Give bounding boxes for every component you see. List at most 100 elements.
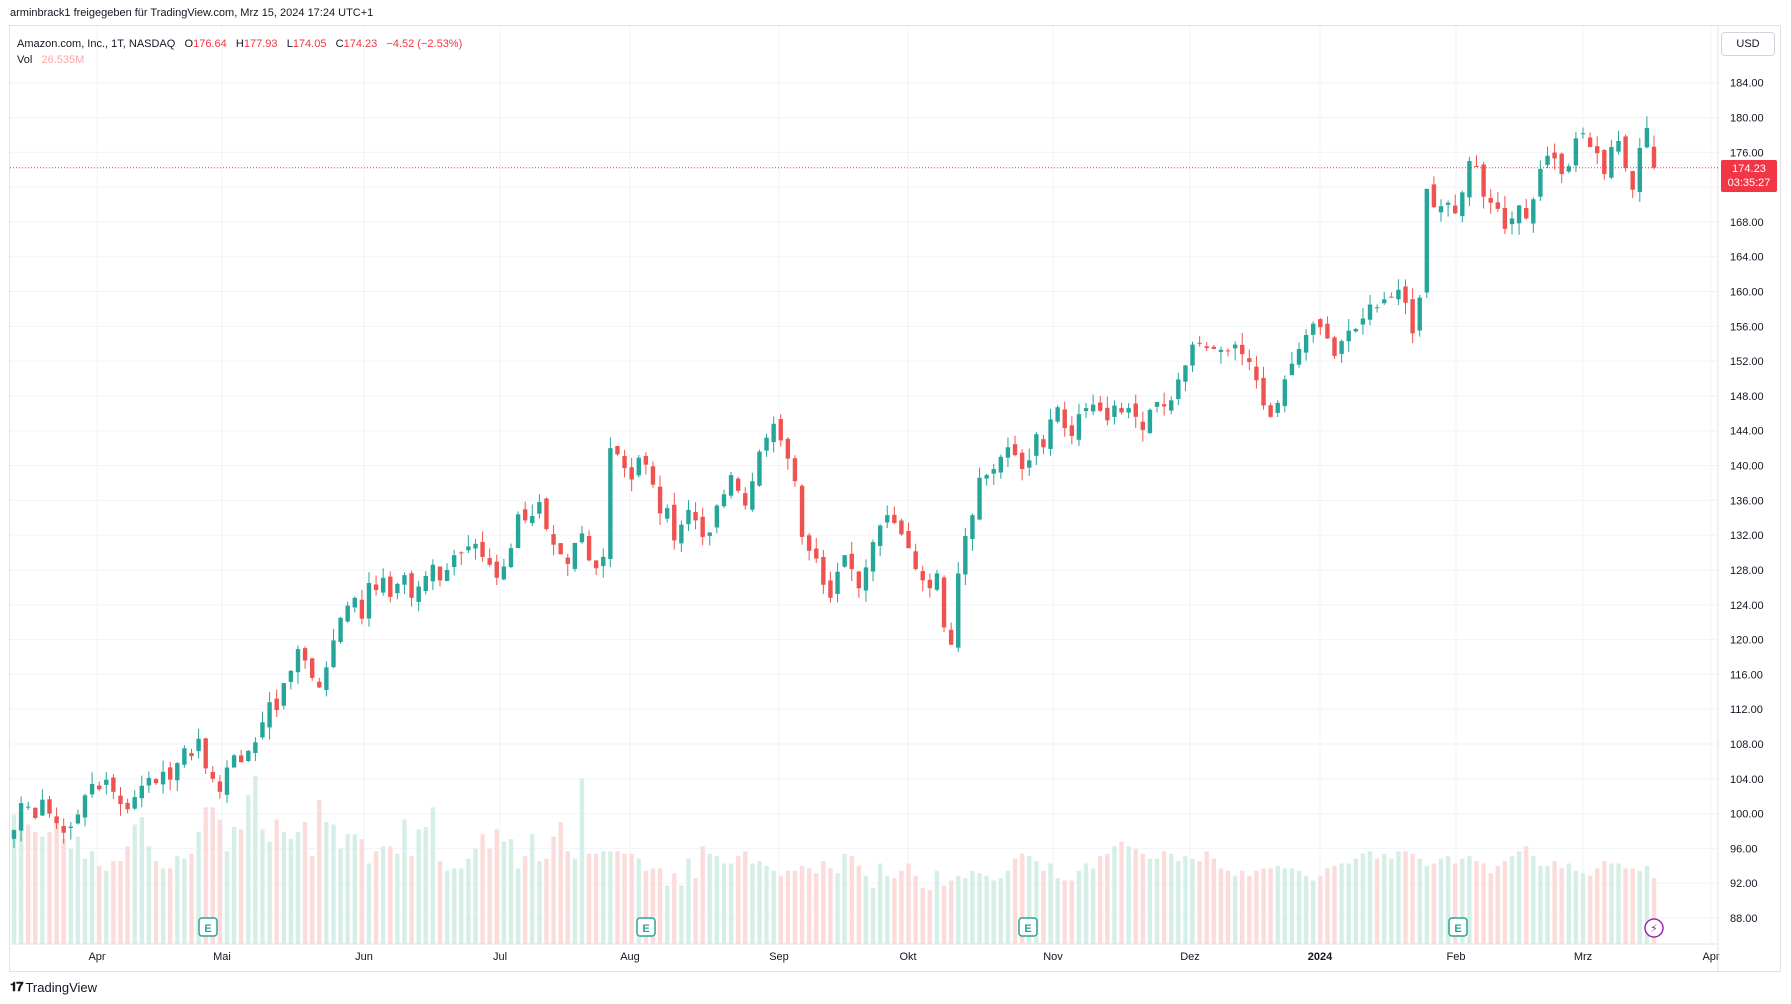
candle-body	[281, 683, 286, 706]
candle-body	[586, 535, 592, 561]
volume-bar	[828, 868, 833, 944]
candle-body	[1190, 344, 1195, 366]
x-tick-label: Apr	[1702, 951, 1719, 963]
x-tick-label: Nov	[1043, 951, 1063, 963]
candle-body	[380, 577, 386, 593]
candle-body	[828, 580, 833, 598]
candle-body	[1019, 452, 1025, 470]
candle-body	[537, 502, 542, 514]
candle-body	[1552, 152, 1557, 159]
volume-bar	[1232, 875, 1238, 944]
candle-body	[714, 505, 720, 528]
volume-bar	[1268, 868, 1273, 944]
volume-bar	[1311, 880, 1316, 944]
candle-body	[1559, 153, 1564, 175]
candle-body	[1140, 421, 1146, 430]
tradingview-logo[interactable]: 𝟏𝟕 TradingView	[10, 979, 97, 995]
volume-bar	[118, 861, 123, 944]
candle-body	[1374, 307, 1380, 309]
candle-body	[672, 504, 677, 541]
volume-bar	[579, 778, 585, 944]
volume-bar	[778, 875, 783, 944]
volume-bar	[948, 880, 954, 944]
candle-body	[956, 573, 961, 648]
volume-bar	[238, 829, 244, 944]
candle-body	[530, 516, 535, 524]
x-tick-label: Mrz	[1574, 951, 1592, 963]
volume-bar	[956, 875, 961, 944]
volume-bar	[281, 831, 286, 944]
volume-bar	[664, 885, 670, 944]
candle-body	[984, 475, 989, 479]
volume-bar	[1538, 865, 1543, 944]
volume-bar	[466, 858, 471, 944]
volume-bar	[615, 851, 620, 944]
candle-body	[1240, 344, 1245, 355]
volume-bar	[47, 831, 52, 944]
candle-body	[1289, 363, 1295, 376]
y-tick-label: 140.00	[1730, 461, 1764, 473]
volume-bar	[650, 868, 656, 944]
symbol-title[interactable]: Amazon.com, Inc., 1T, NASDAQ	[17, 38, 176, 50]
candle-body	[849, 553, 854, 570]
candle-body	[1531, 199, 1536, 224]
last-price-value: 174.23	[1732, 162, 1766, 175]
candle-body	[437, 566, 443, 581]
high-label: H	[235, 38, 244, 50]
volume-bar	[40, 836, 45, 944]
volume-bar	[444, 870, 450, 944]
volume-bar	[1332, 865, 1337, 944]
volume-bar	[473, 848, 478, 944]
candle-body	[693, 512, 698, 521]
open-value: 176.64	[193, 38, 227, 50]
volume-bar	[842, 853, 847, 944]
volume-bar	[75, 836, 81, 944]
candle-body	[615, 446, 620, 455]
volume-bar	[1502, 861, 1508, 944]
candle-body	[1161, 404, 1167, 407]
candle-body	[1573, 138, 1579, 166]
volume-bar	[246, 795, 251, 944]
candle-body	[317, 681, 322, 688]
open-label: O	[184, 38, 194, 50]
candle-body	[82, 795, 88, 818]
candle-body	[302, 648, 308, 661]
volume-bar	[1339, 863, 1344, 944]
candle-body	[487, 558, 492, 565]
candle-body	[1225, 350, 1231, 352]
candle-body	[799, 485, 805, 537]
candle-body	[1098, 402, 1103, 411]
volume-bar	[1012, 858, 1018, 944]
close-value: 174.23	[343, 38, 378, 50]
volume-bar	[373, 851, 379, 944]
volume-bar	[1531, 856, 1536, 944]
volume-label[interactable]: Vol	[17, 54, 33, 66]
candle-body	[459, 552, 464, 554]
volume-bar	[657, 868, 663, 944]
volume-bar	[1204, 851, 1209, 944]
volume-bar	[175, 856, 180, 944]
chart-frame[interactable]	[9, 25, 1781, 972]
currency-button[interactable]: USD	[1721, 32, 1775, 56]
volume-bar	[1410, 853, 1415, 944]
volume-bar	[167, 868, 173, 944]
volume-bar	[764, 865, 769, 944]
y-tick-label: 92.00	[1730, 878, 1758, 890]
candle-body	[210, 771, 215, 779]
candle-body	[1090, 404, 1096, 412]
candle-body	[139, 785, 144, 799]
volume-bar	[459, 868, 464, 944]
volume-value: 26.535M	[41, 54, 85, 66]
volume-bar	[1616, 863, 1621, 944]
earnings-marker-icon	[198, 917, 218, 937]
volume-bar	[317, 800, 322, 944]
candle-body	[885, 515, 890, 523]
candle-body	[565, 557, 570, 564]
volume-bar	[991, 880, 996, 944]
candle-body	[657, 486, 663, 514]
candle-body	[899, 520, 904, 535]
candle-body	[75, 814, 81, 824]
y-tick-label: 160.00	[1730, 287, 1764, 299]
candle-body	[778, 419, 783, 441]
